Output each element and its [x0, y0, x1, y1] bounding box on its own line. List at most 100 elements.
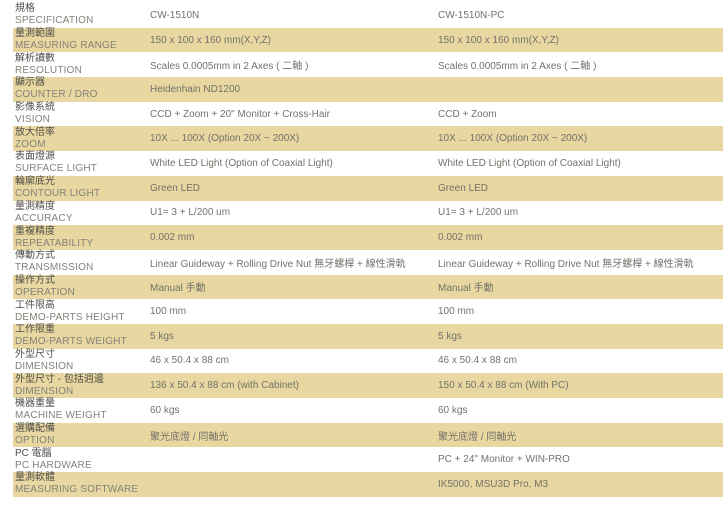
table-row: 重複精度 REPEATABILITY 0.002 mm 0.002 mm: [13, 225, 723, 250]
spec-label-en: DEMO-PARTS HEIGHT: [15, 311, 125, 323]
spec-label-cell: 放大倍率 ZOOM: [13, 126, 150, 151]
value-cw1510n-pc: 150 x 50.4 x 88 cm (With PC): [438, 380, 569, 392]
spec-label-cell: 傳動方式 TRANSMISSION: [13, 250, 150, 275]
value-cw1510n-pc: 聚光底燈 / 同軸光: [438, 431, 517, 443]
value-cw1510n: U1= 3 + L/200 um: [150, 207, 231, 219]
spec-label-en: CONTOUR LIGHT: [15, 188, 101, 200]
spec-label-cell: 外型尺寸 DIMENSION: [13, 349, 150, 374]
specification-table: 規格 SPECIFICATION CW-1510N CW-1510N-PC 量測範圍 ME…: [0, 3, 723, 497]
table-row: 規格 SPECIFICATION CW-1510N CW-1510N-PC: [13, 3, 723, 28]
spec-label-en: OPERATION: [15, 286, 75, 298]
value-cw1510n-pc: 150 x 100 x 160 mm(X,Y,Z): [438, 34, 559, 46]
spec-label-en: DIMENSION: [15, 360, 74, 372]
spec-label-cell: 工件限高 DEMO-PARTS HEIGHT: [13, 299, 150, 324]
spec-label-zh: 選購配備: [15, 423, 55, 435]
value-cw1510n-pc: 5 kgs: [438, 330, 462, 342]
spec-label-en: REPEATABILITY: [15, 237, 94, 249]
spec-label-cell: 量測軟體 MEASURING SOFTWARE: [13, 472, 150, 497]
value-cw1510n-pc: 60 kgs: [438, 404, 468, 416]
value-cw1510n-pc: Scales 0.0005mm in 2 Axes ( 二軸 ): [438, 61, 597, 73]
table-row: 量測精度 ACCURACY U1= 3 + L/200 um U1= 3 + L/20…: [13, 201, 723, 226]
spec-label-zh: 傳動方式: [15, 250, 55, 262]
table-row: 外型尺寸 DIMENSION 46 x 50.4 x 88 cm 46 x 50.4 …: [13, 349, 723, 374]
spec-label-zh: 操作方式: [15, 274, 55, 286]
value-cw1510n-pc: White LED Light (Option of Coaxial Light…: [438, 157, 621, 169]
spec-label-cell: 選購配備 OPTION: [13, 423, 150, 448]
table-row: 表面燈源 SURFACE LIGHT White LED Light (Option…: [13, 151, 723, 176]
table-row: 放大倍率 ZOOM 10X ... 100X (Option 20X ~ 200X)…: [13, 126, 723, 152]
value-cw1510n-pc: CW-1510N-PC: [438, 9, 505, 21]
spec-label-zh: 顯示器: [15, 77, 45, 89]
spec-label-cell: 輪廓底光 CONTOUR LIGHT: [13, 176, 150, 201]
value-cw1510n-pc: U1= 3 + L/200 um: [438, 207, 519, 219]
spec-label-zh: 外型尺寸: [15, 348, 55, 360]
value-cw1510n: Linear Guideway + Rolling Drive Nut 無牙螺桿…: [150, 258, 406, 270]
table-row: 解析讀數 RESOLUTION Scales 0.0005mm in 2 Axes …: [13, 52, 723, 77]
value-cw1510n: [150, 472, 437, 497]
value-cw1510n-pc: 100 mm: [438, 306, 475, 318]
spec-label-cell: 量測範圍 MEASURING RANGE: [13, 28, 150, 53]
value-cw1510n: [150, 447, 437, 472]
spec-label-cell: 重複精度 REPEATABILITY: [13, 225, 150, 250]
table-row: 外型尺寸 - 包括週邊 DIMENSION 136 x 50.4 x 88 cm (…: [13, 373, 723, 398]
spec-label-en: TRANSMISSION: [15, 262, 94, 274]
value-cw1510n: 100 mm: [150, 306, 187, 318]
table-row: 輪廓底光 CONTOUR LIGHT Green LED Green LED: [13, 175, 723, 201]
spec-label-zh: 規格: [15, 3, 35, 15]
spec-label-en: ACCURACY: [15, 212, 73, 224]
value-cw1510n: CW-1510N: [150, 9, 200, 21]
table-row: 傳動方式 TRANSMISSION Linear Guideway + Rollin…: [13, 250, 723, 275]
spec-label-cell: 規格 SPECIFICATION: [13, 3, 150, 28]
spec-label-en: RESOLUTION: [15, 64, 83, 76]
spec-label-en: PC HARDWARE: [15, 459, 92, 471]
value-cw1510n: CCD + Zoom + 20" Monitor + Cross-Hair: [150, 108, 330, 120]
spec-label-en: ZOOM: [15, 138, 46, 150]
spec-label-en: DEMO-PARTS WEIGHT: [15, 336, 127, 348]
table-row: 顯示器 COUNTER / DRO Heidenhain ND1200: [13, 77, 723, 102]
table-row: PC 電腦 PC HARDWARE PC + 24" Monitor + WIN-P…: [13, 447, 723, 472]
spec-label-en: SURFACE LIGHT: [15, 163, 98, 175]
spec-label-zh: 工件限高: [15, 299, 55, 311]
value-cw1510n: 46 x 50.4 x 88 cm: [150, 355, 229, 367]
value-cw1510n-pc: 46 x 50.4 x 88 cm: [438, 355, 517, 367]
spec-label-cell: 影像系統 VISION: [13, 102, 150, 127]
table-row: 工件限高 DEMO-PARTS HEIGHT 100 mm 100 mm: [13, 299, 723, 324]
table-row: 量測範圍 MEASURING RANGE 150 x 100 x 160 mm(X,…: [13, 27, 723, 53]
table-row: 機器重量 MACHINE WEIGHT 60 kgs 60 kgs: [13, 398, 723, 423]
spec-label-cell: PC 電腦 PC HARDWARE: [13, 447, 150, 472]
spec-label-zh: PC 電腦: [15, 447, 52, 459]
spec-label-en: VISION: [15, 114, 51, 126]
value-cw1510n-pc: [437, 77, 723, 102]
value-cw1510n: Heidenhain ND1200: [150, 83, 241, 95]
value-cw1510n-pc: 10X ... 100X (Option 20X ~ 200X): [438, 133, 588, 145]
value-cw1510n: 60 kgs: [150, 404, 180, 416]
spec-label-cell: 量測精度 ACCURACY: [13, 201, 150, 226]
spec-label-zh: 表面燈源: [15, 151, 55, 163]
spec-label-zh: 放大倍率: [15, 126, 55, 138]
spec-label-zh: 輪廓底光: [15, 176, 55, 188]
value-cw1510n-pc: PC + 24" Monitor + WIN-PRO: [438, 454, 570, 466]
spec-label-zh: 重複精度: [15, 225, 55, 237]
table-row: 選購配備 OPTION 聚光底燈 / 同軸光 聚光底燈 / 同軸光: [13, 422, 723, 448]
spec-label-en: SPECIFICATION: [15, 15, 94, 27]
spec-label-cell: 工作限重 DEMO-PARTS WEIGHT: [13, 324, 150, 349]
spec-label-en: MEASURING SOFTWARE: [15, 484, 139, 496]
value-cw1510n: Scales 0.0005mm in 2 Axes ( 二軸 ): [150, 61, 309, 73]
table-row: 影像系統 VISION CCD + Zoom + 20" Monitor + Cro…: [13, 102, 723, 127]
spec-label-zh: 量測精度: [15, 200, 55, 212]
value-cw1510n: 0.002 mm: [150, 232, 195, 244]
spec-label-en: COUNTER / DRO: [15, 89, 98, 101]
value-cw1510n-pc: CCD + Zoom: [438, 108, 497, 120]
spec-label-cell: 解析讀數 RESOLUTION: [13, 52, 150, 77]
spec-label-zh: 量測範圍: [15, 28, 55, 40]
value-cw1510n-pc: IK5000, MSU3D Pro, M3: [438, 478, 549, 490]
value-cw1510n: 10X ... 100X (Option 20X ~ 200X): [150, 133, 300, 145]
spec-label-en: MACHINE WEIGHT: [15, 410, 107, 422]
value-cw1510n: 5 kgs: [150, 330, 174, 342]
spec-label-cell: 操作方式 OPERATION: [13, 275, 150, 300]
spec-label-zh: 機器重量: [15, 398, 55, 410]
value-cw1510n: Manual 手動: [150, 283, 206, 295]
value-cw1510n: White LED Light (Option of Coaxial Light…: [150, 157, 333, 169]
table-row: 操作方式 OPERATION Manual 手動 Manual 手動: [13, 274, 723, 300]
value-cw1510n: 聚光底燈 / 同軸光: [150, 431, 229, 443]
